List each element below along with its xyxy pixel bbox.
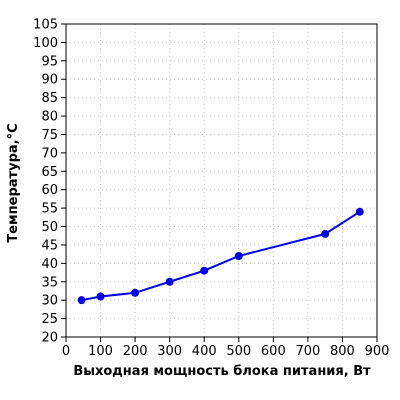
y-tick-label: 20 [41,331,58,346]
y-tick-label: 90 [41,73,58,88]
y-tick-label: 50 [41,220,58,235]
plot-frame [65,23,378,338]
x-tick-label: 700 [295,344,320,359]
y-tick-label: 35 [41,275,58,290]
x-axis-title: Выходная мощность блока питания, Вт [73,364,371,379]
y-tick-label: 95 [41,54,58,69]
data-point [200,266,209,275]
y-tick-label: 70 [41,146,58,161]
axes: 0 100 200 300 400 500 600 700 800 900 20 25 30 35 40 45… [33,18,389,360]
x-tick-label: 100 [88,344,113,359]
x-tick-label: 900 [365,344,390,359]
y-tick-label: 80 [41,110,58,125]
data-point [131,288,140,297]
x-tick-label: 0 [62,344,70,359]
data-point [165,277,174,286]
x-tick-label: 600 [261,344,286,359]
y-tick-label: 40 [41,257,58,272]
y-tick-label: 55 [41,202,58,217]
y-tick-label: 60 [41,183,58,198]
y-tick-label: 30 [41,294,58,309]
data-point [234,251,243,260]
x-tick-label: 800 [330,344,355,359]
grid [66,24,377,337]
y-tick-label: 75 [41,128,58,143]
data-point [96,292,105,301]
y-tick-label: 85 [41,91,58,106]
y-tick-label: 45 [41,238,58,253]
y-tick-label: 105 [33,18,58,33]
series-layer [77,207,364,305]
y-axis-title: Температура,°С [6,123,21,242]
data-point [77,296,86,305]
data-point [355,207,364,216]
y-tick-label: 25 [41,312,58,327]
y-tick-label: 65 [41,165,58,180]
series-line [81,210,361,302]
x-tick-label: 400 [192,344,217,359]
data-point [321,229,330,238]
x-tick-label: 500 [226,344,251,359]
x-tick-label: 300 [157,344,182,359]
y-tick-label: 100 [33,36,58,51]
x-tick-label: 200 [123,344,148,359]
